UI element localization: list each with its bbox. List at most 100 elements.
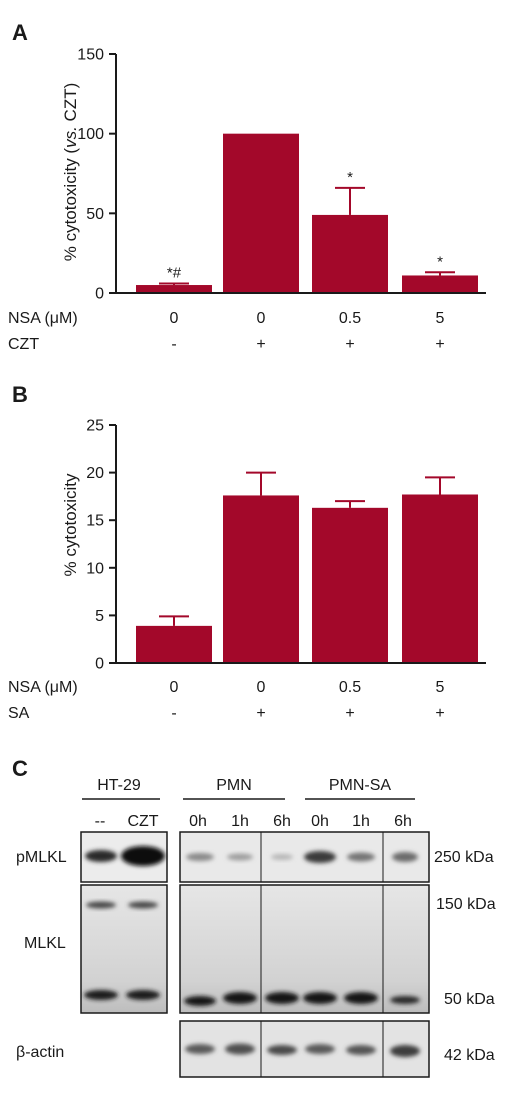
blot-label-pmlkl: pMLKL: [16, 849, 67, 866]
panel-b-sa-value: -: [171, 705, 176, 722]
band: [346, 1045, 376, 1055]
panel-a-bar: [402, 275, 478, 293]
panel-a-nsa-value: 0: [257, 310, 266, 327]
marker-250: 250 kDa: [434, 849, 494, 866]
panel-b-y-tick-label: 5: [95, 608, 104, 625]
band: [225, 1043, 255, 1055]
panel-a-czt-value: +: [345, 336, 354, 353]
blot-mlkl-ht29: [80, 884, 168, 1014]
band: [186, 853, 214, 861]
panel-b-nsa-value: 5: [436, 679, 445, 696]
band: [126, 990, 160, 1000]
band: [392, 852, 418, 862]
band: [86, 901, 116, 909]
group-label-pmn: PMN: [216, 777, 252, 794]
band: [185, 1044, 215, 1054]
band: [184, 996, 216, 1006]
panel-a-czt-value: -: [171, 336, 176, 353]
panel-a-significance-label: *: [437, 253, 443, 270]
blot-label-mlkl: MLKL: [24, 935, 66, 952]
panel-a-nsa-value: 0: [170, 310, 179, 327]
blot-pmlkl-ht29: [80, 831, 168, 883]
panel-a-row-label-czt: CZT: [8, 336, 39, 353]
panel-b-sa-value: +: [435, 705, 444, 722]
panel-b-y-tick-label: 25: [86, 418, 104, 435]
panel-b-letter: B: [12, 382, 28, 407]
panel-a-row-label-nsa: NSA (μM): [8, 310, 78, 327]
lane-label: --: [95, 813, 106, 830]
panel-a-letter: A: [12, 20, 28, 45]
panel-b-sa-value: +: [345, 705, 354, 722]
band: [265, 992, 299, 1004]
band: [305, 1044, 335, 1054]
panel-a-y-tick-label: 100: [77, 126, 104, 143]
panel-a-bar: [136, 285, 212, 293]
panel-b-bar: [402, 494, 478, 663]
group-label-ht29: HT-29: [97, 777, 141, 794]
panel-b-ylabel: % cytotoxicity: [61, 473, 80, 576]
band: [85, 850, 117, 862]
panel-b-bars: [136, 471, 478, 663]
band: [267, 1045, 297, 1055]
panel-c-letter: C: [12, 756, 28, 781]
blot-mlkl-pmn: [179, 884, 430, 1014]
band: [121, 846, 165, 866]
band: [303, 992, 337, 1004]
band: [271, 854, 293, 860]
panel-a-bar: [312, 214, 388, 293]
panel-b-row-label-sa: SA: [8, 705, 30, 722]
panel-a-y-tick-label: 0: [95, 286, 104, 303]
panel-b-bar: [223, 495, 299, 663]
panel-c: C HT-29 PMN PMN-SA -- CZT 0h 1h 6h 0h 1h…: [12, 756, 496, 1078]
panel-a-czt-value: +: [256, 336, 265, 353]
lane-label: 0h: [311, 813, 329, 830]
panel-a-ylabel: % cytotoxicity (vs. CZT): [61, 83, 80, 262]
band: [128, 901, 158, 909]
panel-a-significance-label: *: [347, 169, 353, 186]
panel-a-bars: *# * *: [136, 133, 478, 293]
band: [223, 992, 257, 1004]
blot-beta-actin-pmn: [179, 1020, 430, 1078]
panel-b-nsa-value: 0: [170, 679, 179, 696]
lane-label: 6h: [273, 813, 291, 830]
panel-b-y-tick-label: 10: [86, 560, 104, 577]
lane-label: 1h: [231, 813, 249, 830]
band: [344, 992, 378, 1004]
lane-label: 1h: [352, 813, 370, 830]
panel-b-bar: [136, 625, 212, 663]
band: [390, 996, 420, 1004]
panel-b-nsa-value: 0: [257, 679, 266, 696]
panel-b-y-axis: 0 5 10 15 20 25: [86, 418, 116, 673]
blot-label-beta-actin: β-actin: [16, 1044, 64, 1061]
panel-b-sa-value: +: [256, 705, 265, 722]
marker-150: 150 kDa: [436, 896, 496, 913]
panel-b-nsa-value: 0.5: [339, 679, 361, 696]
band: [227, 853, 253, 861]
lane-label: 0h: [189, 813, 207, 830]
marker-50: 50 kDa: [444, 991, 495, 1008]
panel-a-y-axis: 0 50 100 150: [77, 47, 116, 303]
panel-b-y-tick-label: 15: [86, 513, 104, 530]
panel-a-nsa-value: 5: [436, 310, 445, 327]
blot-pmlkl-pmn: [179, 831, 430, 883]
panel-a-y-tick-label: 150: [77, 47, 104, 64]
lane-label: CZT: [127, 813, 158, 830]
panel-b-bar: [312, 507, 388, 663]
group-label-pmn-sa: PMN-SA: [329, 777, 392, 794]
marker-42: 42 kDa: [444, 1047, 495, 1064]
band: [84, 990, 118, 1000]
lane-label: 6h: [394, 813, 412, 830]
panel-a-significance-label: *#: [167, 264, 182, 281]
panel-b-y-tick-label: 20: [86, 465, 104, 482]
band: [347, 852, 375, 862]
panel-a-y-tick-label: 50: [86, 206, 104, 223]
panel-b-row-label-nsa: NSA (μM): [8, 679, 78, 696]
band: [304, 851, 336, 863]
panel-a-czt-value: +: [435, 336, 444, 353]
panel-a-bar: [223, 133, 299, 293]
panel-b-y-tick-label: 0: [95, 656, 104, 673]
band: [390, 1045, 420, 1057]
